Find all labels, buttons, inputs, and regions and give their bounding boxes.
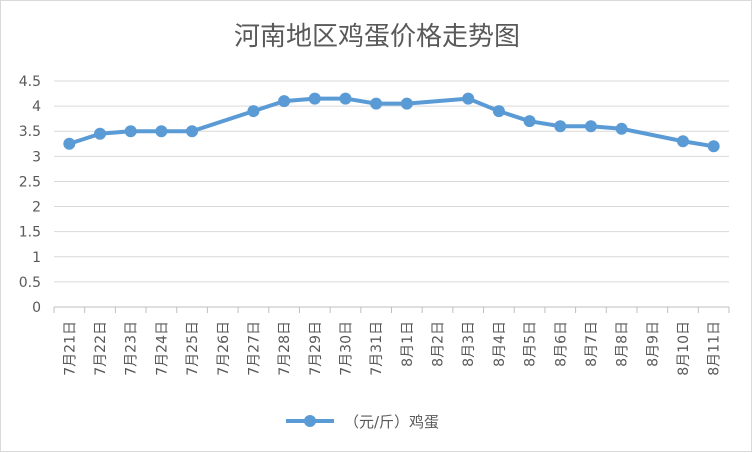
y-tick-label: 3.5: [19, 124, 41, 140]
data-point: [308, 92, 321, 105]
x-tick-label: 8月7日: [584, 321, 600, 367]
x-tick-label: 8月3日: [461, 321, 477, 367]
data-point: [278, 95, 291, 108]
x-tick-label: 7月27日: [246, 321, 262, 376]
data-point: [492, 105, 505, 118]
y-tick-label: 2.5: [19, 174, 41, 190]
x-tick-label: 8月2日: [431, 321, 447, 367]
x-tick-label: 7月24日: [154, 321, 170, 376]
data-point: [63, 137, 76, 150]
data-point: [400, 97, 413, 110]
x-tick-label: 8月9日: [645, 321, 661, 367]
data-point: [523, 115, 536, 128]
x-tick-label: 8月4日: [492, 321, 508, 367]
x-tick-label: 7月31日: [369, 321, 385, 376]
chart-title: 河南地区鸡蛋价格走势图: [234, 22, 520, 52]
data-point: [124, 125, 137, 138]
y-tick-label: 4: [32, 99, 41, 115]
data-point: [707, 140, 720, 153]
x-tick-label: 7月29日: [308, 321, 324, 376]
grid-lines: [54, 80, 729, 308]
x-tick-label: 8月8日: [615, 321, 631, 367]
x-tick-label: 7月28日: [277, 321, 293, 376]
y-tick-label: 0.5: [19, 275, 41, 291]
data-point: [370, 97, 383, 110]
x-tick-label: 8月1日: [400, 321, 416, 367]
legend-label: （元/斤）鸡蛋: [344, 413, 439, 431]
x-tick-label: 7月25日: [185, 321, 201, 376]
y-axis-ticks: 0 0.5 1 1.5 2 2.5 3 3.5 4 4.5: [19, 74, 41, 316]
x-tick-label: 8月5日: [523, 321, 539, 367]
x-tick-label: 7月21日: [62, 321, 78, 376]
series-layer: [63, 92, 720, 153]
x-tick-label: 7月23日: [124, 321, 140, 376]
y-tick-label: 4.5: [19, 74, 41, 90]
data-point: [186, 125, 199, 138]
data-point: [247, 105, 260, 118]
legend-marker-swatch: [304, 415, 316, 427]
data-point: [584, 120, 597, 133]
y-tick-label: 1.5: [19, 225, 41, 241]
y-tick-label: 3: [32, 149, 41, 165]
data-point: [94, 127, 107, 140]
legend: （元/斤）鸡蛋: [286, 413, 439, 431]
data-point: [676, 135, 689, 148]
x-tick-label: 8月11日: [707, 321, 723, 376]
y-tick-label: 2: [32, 200, 41, 216]
x-tick-label: 8月6日: [553, 321, 569, 367]
x-tick-label: 8月10日: [676, 321, 692, 376]
data-point: [462, 92, 475, 105]
data-point: [554, 120, 567, 133]
data-point: [615, 122, 628, 135]
x-tick-label: 7月22日: [93, 321, 109, 376]
data-point: [339, 92, 352, 105]
x-axis-ticks: 7月21日 7月22日 7月23日 7月24日 7月25日 7月26日 7月27日 7月28日…: [53, 307, 730, 376]
x-tick-label: 7月30日: [338, 321, 354, 376]
data-point: [155, 125, 168, 138]
y-tick-label: 0: [32, 300, 41, 316]
y-tick-label: 1: [32, 250, 41, 266]
x-tick-label: 7月26日: [216, 321, 232, 376]
